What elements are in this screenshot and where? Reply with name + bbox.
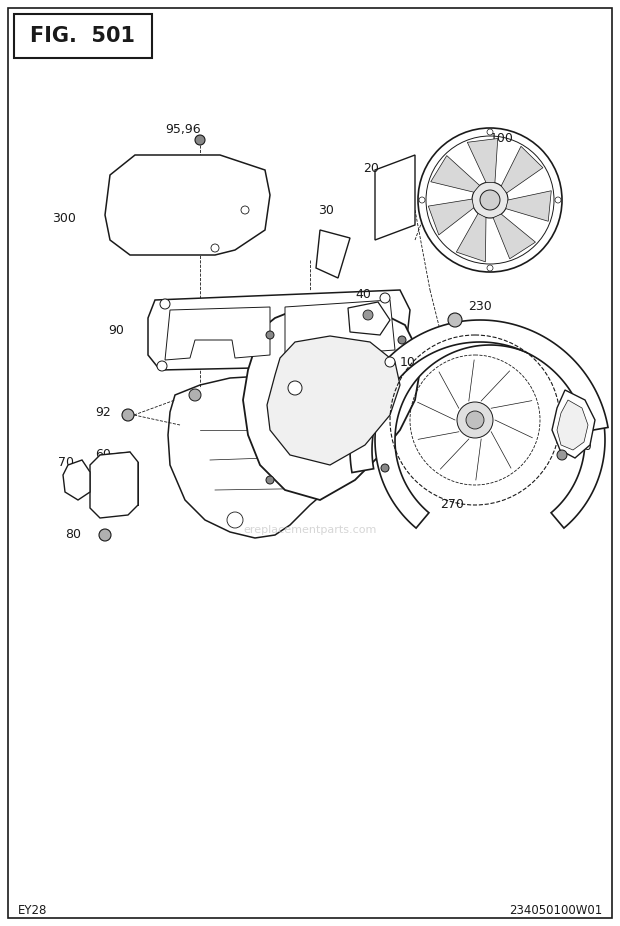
Polygon shape xyxy=(375,325,605,528)
Polygon shape xyxy=(375,155,415,240)
Polygon shape xyxy=(501,146,543,193)
Text: 10: 10 xyxy=(400,356,416,369)
Text: 95,96: 95,96 xyxy=(165,123,201,136)
Circle shape xyxy=(99,529,111,541)
Circle shape xyxy=(122,409,134,421)
Text: 80: 80 xyxy=(65,529,81,542)
Polygon shape xyxy=(428,199,474,235)
Text: 300: 300 xyxy=(52,211,76,224)
Text: 100: 100 xyxy=(490,131,514,144)
Text: FIG.  501: FIG. 501 xyxy=(30,26,136,46)
Polygon shape xyxy=(90,452,138,518)
Circle shape xyxy=(266,331,274,339)
Text: 230: 230 xyxy=(468,299,492,312)
Polygon shape xyxy=(557,400,588,450)
Polygon shape xyxy=(493,214,536,258)
Circle shape xyxy=(557,450,567,460)
Circle shape xyxy=(487,265,493,271)
Text: 234050100W01: 234050100W01 xyxy=(509,904,602,917)
Polygon shape xyxy=(243,308,420,500)
Circle shape xyxy=(457,402,493,438)
Polygon shape xyxy=(148,290,410,370)
Polygon shape xyxy=(63,460,90,500)
Polygon shape xyxy=(456,214,486,262)
Circle shape xyxy=(380,293,390,303)
Text: 20: 20 xyxy=(363,161,379,174)
Text: 40: 40 xyxy=(355,287,371,301)
Polygon shape xyxy=(267,336,400,465)
Polygon shape xyxy=(168,375,375,538)
Circle shape xyxy=(480,190,500,210)
Text: ereplacementparts.com: ereplacementparts.com xyxy=(243,525,377,535)
Polygon shape xyxy=(350,320,608,472)
Text: 30: 30 xyxy=(318,204,334,217)
Circle shape xyxy=(363,310,373,320)
Polygon shape xyxy=(467,139,498,182)
Polygon shape xyxy=(316,230,350,278)
Circle shape xyxy=(385,357,395,367)
Text: 60: 60 xyxy=(95,448,111,461)
Text: EY28: EY28 xyxy=(18,904,47,917)
Polygon shape xyxy=(165,307,270,360)
Circle shape xyxy=(157,361,167,371)
Circle shape xyxy=(241,206,249,214)
Circle shape xyxy=(448,313,462,327)
Text: 90: 90 xyxy=(108,323,124,336)
Circle shape xyxy=(211,244,219,252)
Circle shape xyxy=(381,464,389,472)
Circle shape xyxy=(160,299,170,309)
Polygon shape xyxy=(285,300,395,358)
Circle shape xyxy=(419,197,425,203)
Circle shape xyxy=(189,389,201,401)
Polygon shape xyxy=(348,302,390,335)
Text: 270: 270 xyxy=(440,498,464,511)
Circle shape xyxy=(266,476,274,484)
Text: 92: 92 xyxy=(95,407,111,419)
Circle shape xyxy=(487,129,493,135)
Polygon shape xyxy=(506,191,551,221)
Text: 70: 70 xyxy=(58,456,74,469)
Polygon shape xyxy=(552,390,595,458)
Circle shape xyxy=(398,336,406,344)
Circle shape xyxy=(227,512,243,528)
Polygon shape xyxy=(105,155,270,255)
Bar xyxy=(14,14,152,58)
Circle shape xyxy=(418,128,562,272)
Circle shape xyxy=(426,136,554,264)
Circle shape xyxy=(195,135,205,145)
Circle shape xyxy=(555,197,561,203)
Circle shape xyxy=(288,381,302,395)
Text: 220: 220 xyxy=(568,440,591,453)
Polygon shape xyxy=(431,156,479,193)
Circle shape xyxy=(472,182,508,218)
Circle shape xyxy=(466,411,484,429)
